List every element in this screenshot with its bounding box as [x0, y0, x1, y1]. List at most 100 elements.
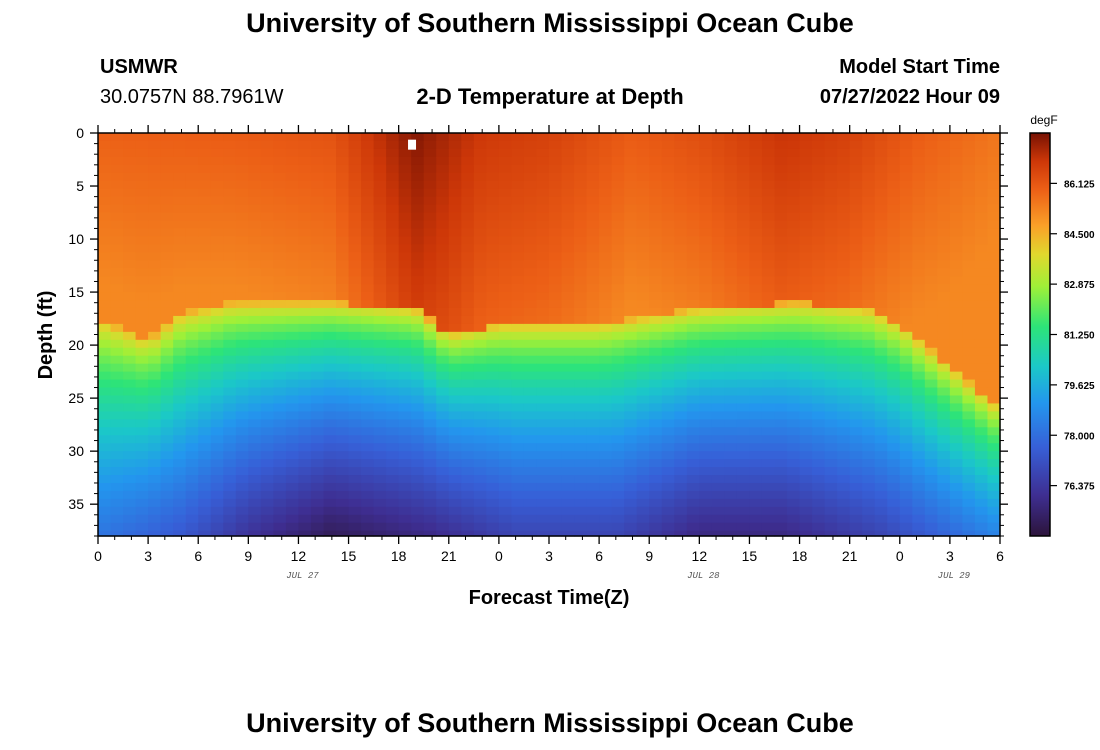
heatmap-cell [962, 435, 976, 444]
heatmap-cell [699, 307, 713, 317]
heatmap-cell [310, 196, 325, 206]
heatmap-cell [899, 371, 913, 381]
heatmap-cell [135, 363, 149, 373]
heatmap-cell [624, 236, 638, 245]
heatmap-cell [173, 292, 187, 301]
heatmap-cell [711, 172, 725, 182]
heatmap-cell [310, 180, 325, 190]
heatmap-cell [561, 292, 575, 301]
heatmap-cell [912, 379, 926, 389]
heatmap-cell [135, 530, 149, 537]
heatmap-cell [411, 467, 425, 476]
heatmap-cell [736, 490, 751, 500]
heatmap-cell [849, 148, 863, 158]
heatmap-cell [411, 347, 425, 357]
y-tick-label: 30 [68, 443, 84, 459]
heatmap-cell [549, 323, 563, 333]
heatmap-cell [774, 506, 788, 516]
heatmap-cell [223, 355, 237, 365]
heatmap-cell [636, 490, 650, 500]
heatmap-cell [661, 435, 675, 444]
heatmap-cell [624, 482, 638, 492]
heatmap-cell [185, 156, 199, 166]
heatmap-cell [686, 467, 700, 476]
heatmap-cell [661, 482, 675, 492]
heatmap-cell [148, 475, 162, 484]
heatmap-cell [974, 355, 989, 365]
heatmap-cell [173, 315, 187, 325]
heatmap-cell [736, 212, 751, 222]
heatmap-cell [824, 252, 838, 261]
heatmap-cell [899, 443, 913, 452]
heatmap-cell [310, 482, 325, 492]
heatmap-cell [285, 475, 300, 484]
heatmap-cell [536, 236, 550, 245]
heatmap-cell [649, 196, 663, 206]
heatmap-cell [686, 435, 700, 444]
heatmap-cell [699, 451, 713, 460]
heatmap-cell [799, 188, 813, 198]
heatmap-cell [423, 307, 437, 317]
heatmap-cell [323, 482, 337, 492]
heatmap-cell [812, 292, 826, 301]
heatmap-cell [974, 260, 989, 269]
heatmap-cell [185, 467, 199, 476]
heatmap-cell [849, 339, 863, 349]
heatmap-cell [473, 435, 487, 444]
heatmap-cell [912, 323, 926, 333]
heatmap-cell [586, 212, 600, 222]
heatmap-cell [912, 467, 926, 476]
heatmap-cell [599, 292, 613, 301]
heatmap-cell [398, 196, 412, 206]
heatmap-cell [235, 435, 249, 444]
model-start-label: Model Start Time [839, 56, 1000, 78]
heatmap-cell [461, 300, 475, 309]
heatmap-cell [787, 331, 801, 341]
heatmap-cell [386, 443, 400, 452]
heatmap-cell [348, 220, 362, 230]
heatmap-cell [260, 498, 274, 508]
heatmap-cell [924, 498, 938, 508]
heatmap-cell [862, 156, 876, 166]
heatmap-cell [649, 490, 663, 500]
heatmap-cell [336, 180, 350, 190]
heatmap-cell [298, 347, 312, 357]
heatmap-cell [874, 347, 888, 357]
heatmap-cell [298, 363, 312, 373]
heatmap-cell [411, 514, 425, 524]
heatmap-cell [899, 188, 913, 198]
heatmap-cell [260, 427, 274, 436]
heatmap-cell [736, 363, 751, 373]
heatmap-cell [711, 133, 725, 142]
heatmap-cell [148, 196, 162, 206]
heatmap-cell [574, 323, 588, 333]
heatmap-cell [962, 530, 976, 537]
heatmap-cell [498, 196, 513, 206]
heatmap-cell [323, 347, 337, 357]
heatmap-cell [461, 498, 475, 508]
heatmap-cell [310, 522, 325, 532]
heatmap-cell [423, 164, 437, 174]
heatmap-cell [561, 395, 575, 405]
heatmap-cell [699, 220, 713, 230]
heatmap-cell [486, 443, 500, 452]
heatmap-cell [636, 244, 650, 253]
heatmap-cell [486, 228, 500, 237]
heatmap-cell [636, 403, 650, 412]
heatmap-cell [661, 363, 675, 373]
heatmap-cell [235, 164, 249, 174]
heatmap-cell [636, 236, 650, 245]
heatmap-cell [912, 228, 926, 237]
heatmap-cell [235, 172, 249, 182]
heatmap-cell [574, 140, 588, 150]
heatmap-cell [536, 172, 550, 182]
heatmap-cell [987, 244, 1001, 253]
heatmap-cell [248, 172, 262, 182]
heatmap-cell [173, 371, 187, 381]
heatmap-cell [787, 196, 801, 206]
heatmap-cell [649, 140, 663, 150]
heatmap-cell [574, 371, 588, 381]
heatmap-cell [636, 284, 650, 293]
heatmap-cell [812, 411, 826, 420]
heatmap-cell [285, 148, 300, 158]
